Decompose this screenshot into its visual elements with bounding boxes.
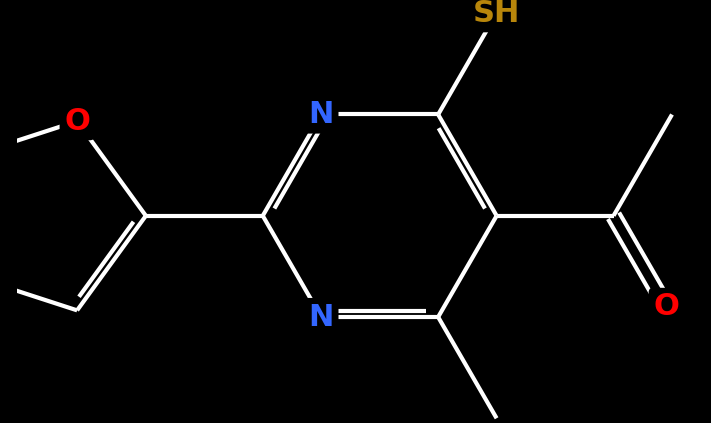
Text: O: O <box>64 107 90 136</box>
Text: N: N <box>309 302 334 332</box>
Text: O: O <box>653 292 679 321</box>
Text: N: N <box>309 100 334 129</box>
Text: SH: SH <box>473 0 520 28</box>
